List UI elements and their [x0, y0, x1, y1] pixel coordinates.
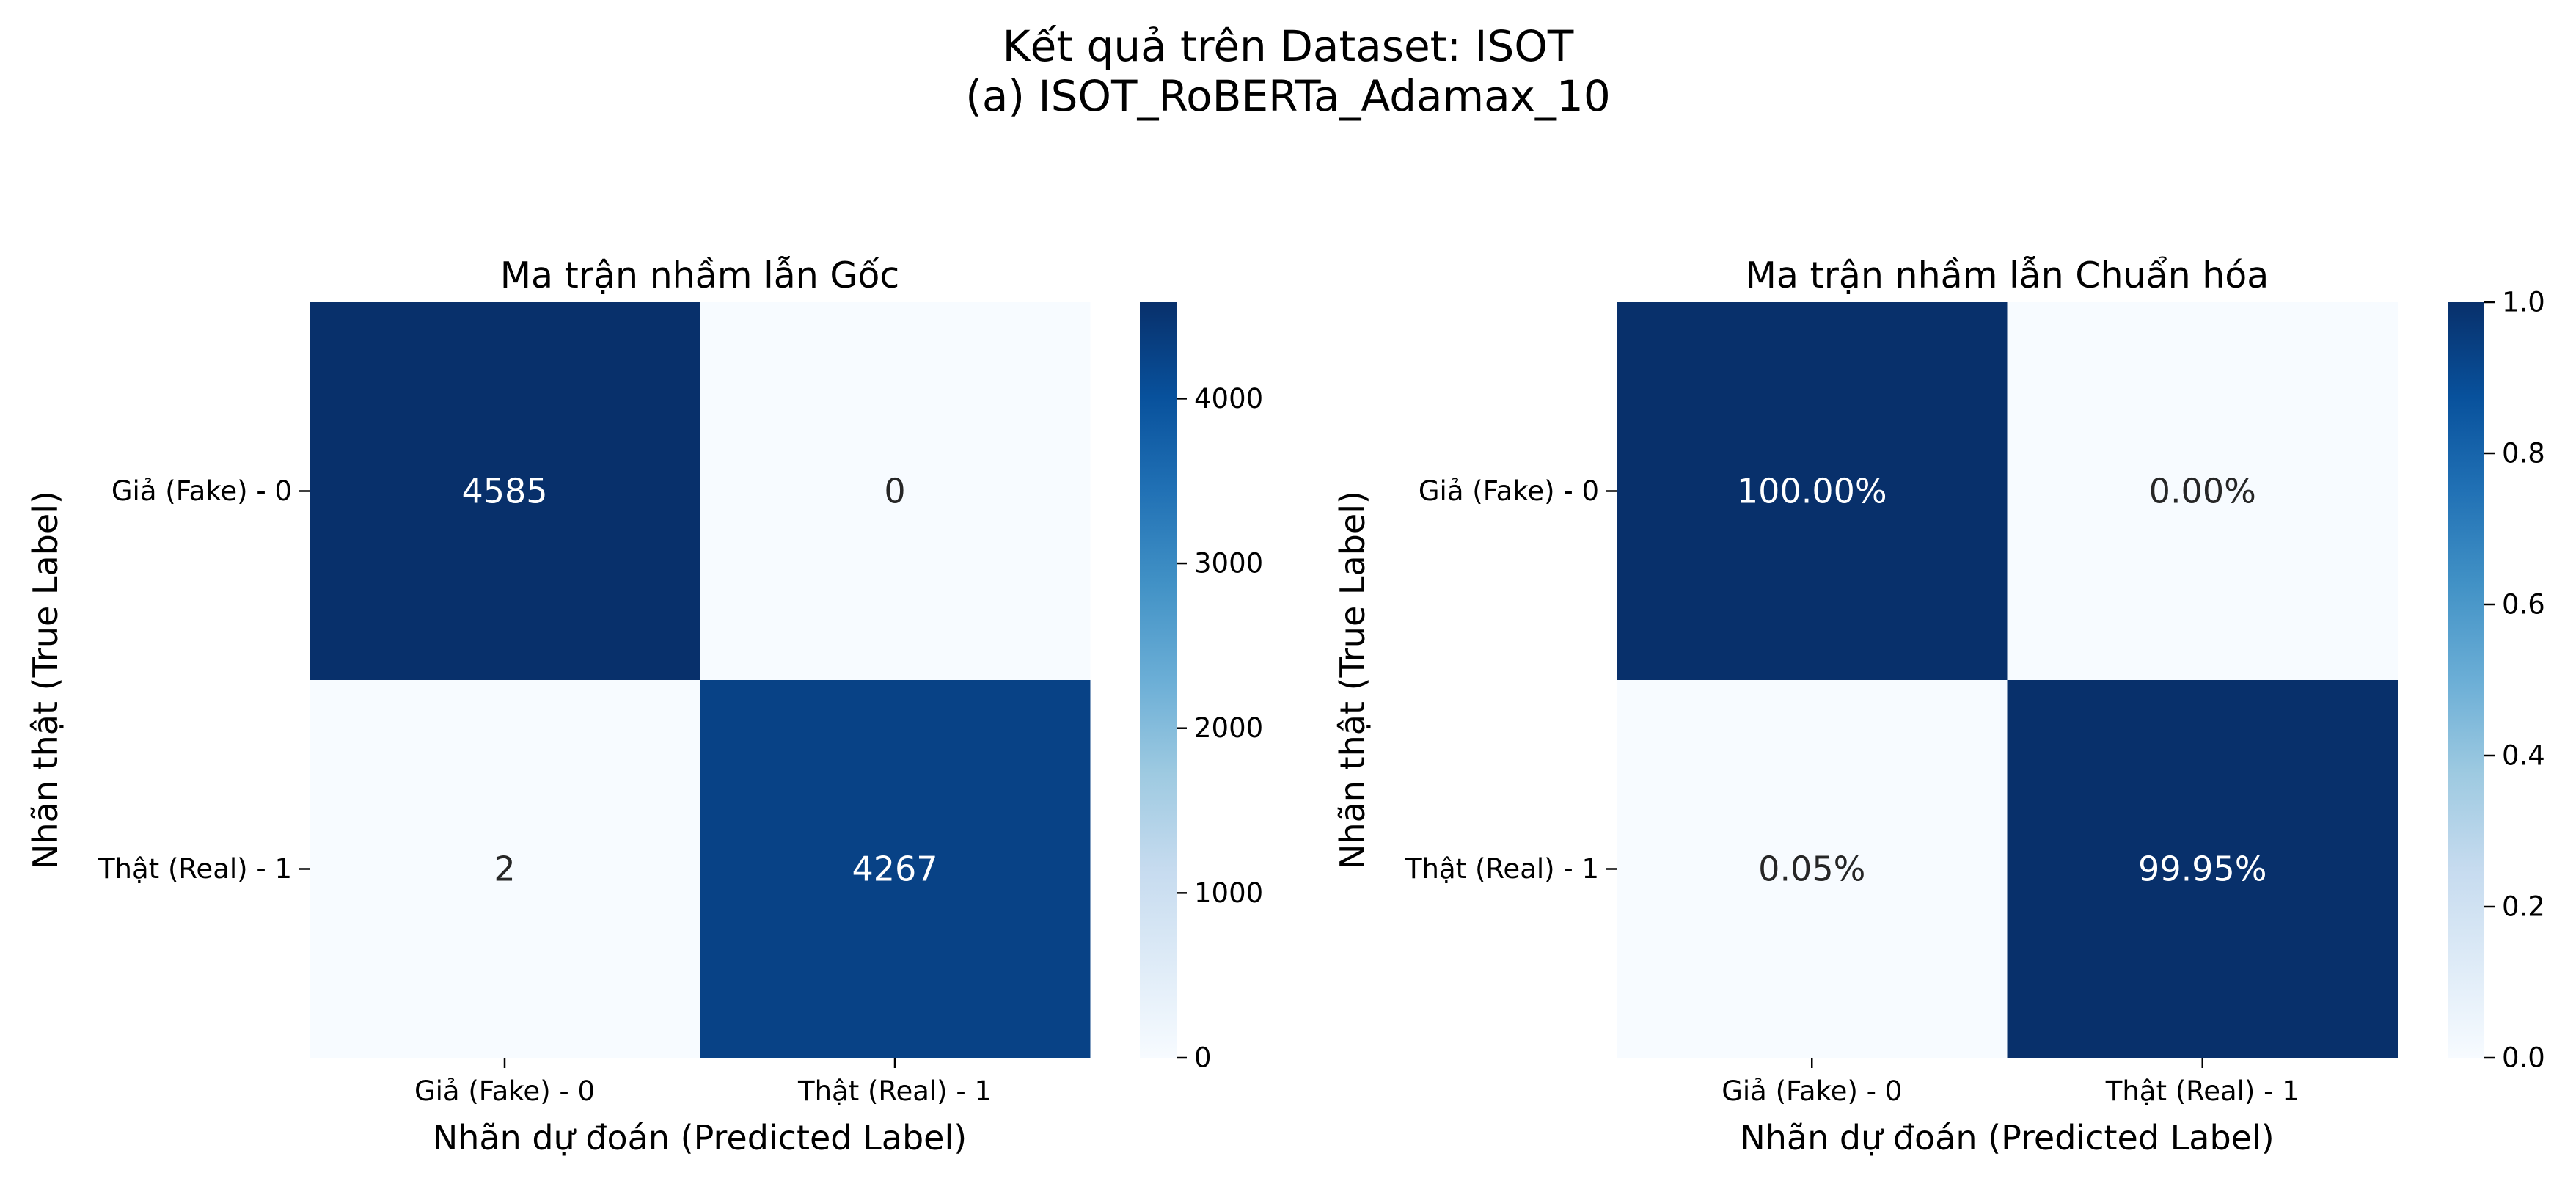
colorbar-tick-label: 0.8	[2502, 438, 2545, 469]
heatmap-cell	[700, 302, 1091, 681]
colorbar-tick-label: 1.0	[2502, 287, 2545, 318]
colorbar-tick-label: 0	[1194, 1042, 1212, 1074]
y-tick-label-gi-fake-0: Giả (Fake) - 0	[111, 475, 292, 507]
y-tick-label-gi-fake-0: Giả (Fake) - 0	[1419, 475, 1599, 507]
heatmap-title: Ma trận nhầm lẫn Gốc	[500, 255, 900, 296]
y-axis-label: Nhãn thật (True Label)	[1333, 491, 1372, 869]
x-axis-label: Nhãn dự đoán (Predicted Label)	[433, 1118, 967, 1158]
heatmap-cell	[310, 302, 700, 681]
heatmap-cell	[2007, 680, 2398, 1058]
heatmap-cell	[310, 680, 700, 1058]
cell-label: 4585	[461, 472, 547, 511]
x-axis-label: Nhãn dự đoán (Predicted Label)	[1740, 1118, 2274, 1158]
x-tick-label-gi-fake-0: Giả (Fake) - 0	[1721, 1075, 1902, 1107]
figure-title-line2: (a) ISOT_RoBERTa_Adamax_10	[965, 71, 1611, 121]
heatmap-cell	[700, 680, 1091, 1058]
x-tick-label-gi-fake-0: Giả (Fake) - 0	[414, 1075, 595, 1107]
y-axis-label: Nhãn thật (True Label)	[26, 491, 65, 869]
colorbar-tick-label: 0.4	[2502, 740, 2545, 772]
x-tick-label-th-t-real-1: Thật (Real) - 1	[2105, 1075, 2299, 1107]
cell-label: 0.05%	[1758, 849, 1865, 889]
cell-label: 2	[494, 849, 515, 889]
cell-label: 99.95%	[2138, 849, 2266, 889]
cell-label: 0.00%	[2149, 472, 2256, 511]
colorbar-tick-label: 3000	[1194, 548, 1263, 579]
cell-label: 0	[884, 472, 905, 511]
colorbar-tick-label: 2000	[1194, 712, 1263, 744]
heatmap-cell	[1617, 302, 2008, 681]
colorbar	[1140, 302, 1177, 1058]
colorbar-tick-label: 0.6	[2502, 589, 2545, 621]
cell-label: 4267	[852, 849, 937, 889]
heatmap-title: Ma trận nhầm lẫn Chuẩn hóa	[1746, 255, 2269, 296]
colorbar-tick-label: 4000	[1194, 383, 1263, 414]
figure-title-line1: Kết quả trên Dataset: ISOT	[1002, 21, 1574, 71]
heatmap-cell	[2007, 302, 2398, 681]
heatmap-cell	[1617, 680, 2008, 1058]
y-tick-label-th-t-real-1: Thật (Real) - 1	[1405, 853, 1599, 885]
colorbar-tick-label: 0.0	[2502, 1042, 2545, 1074]
colorbar-tick-label: 1000	[1194, 877, 1263, 909]
y-tick-label-th-t-real-1: Thật (Real) - 1	[98, 853, 292, 885]
colorbar-tick-label: 0.2	[2502, 891, 2545, 923]
colorbar	[2448, 302, 2484, 1058]
cell-label: 100.00%	[1737, 472, 1887, 511]
x-tick-label-th-t-real-1: Thật (Real) - 1	[797, 1075, 992, 1107]
